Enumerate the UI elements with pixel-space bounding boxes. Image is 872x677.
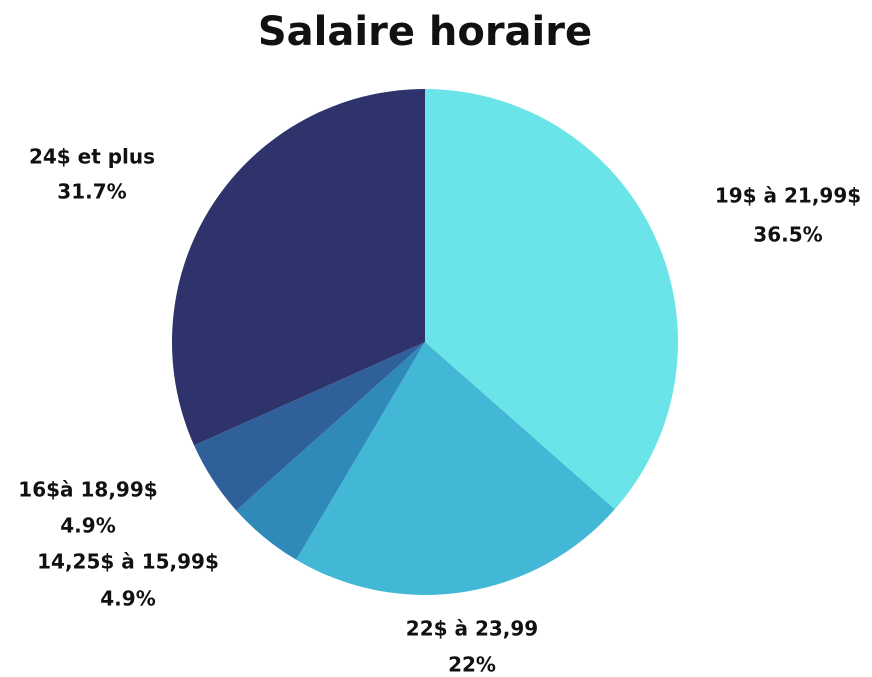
slice-label: 16$à 18,99$ [18,478,157,502]
pie-slice [425,89,678,510]
slice-value: 22% [448,653,496,677]
slice-value: 4.9% [60,514,115,538]
slice-label: 19$ à 21,99$ [715,184,861,208]
slice-label: 22$ à 23,99 [406,617,538,641]
slice-value: 4.9% [100,587,155,611]
slice-value: 31.7% [57,180,126,204]
pie-slice [194,342,425,511]
pie-slice [171,89,425,446]
chart-title: Salaire horaire [258,9,592,55]
slice-value: 36.5% [753,223,822,247]
slice-label: 14,25$ à 15,99$ [37,550,219,574]
pie-slice [296,342,615,596]
pie-slice [236,342,425,560]
slice-label: 24$ et plus [29,145,155,169]
